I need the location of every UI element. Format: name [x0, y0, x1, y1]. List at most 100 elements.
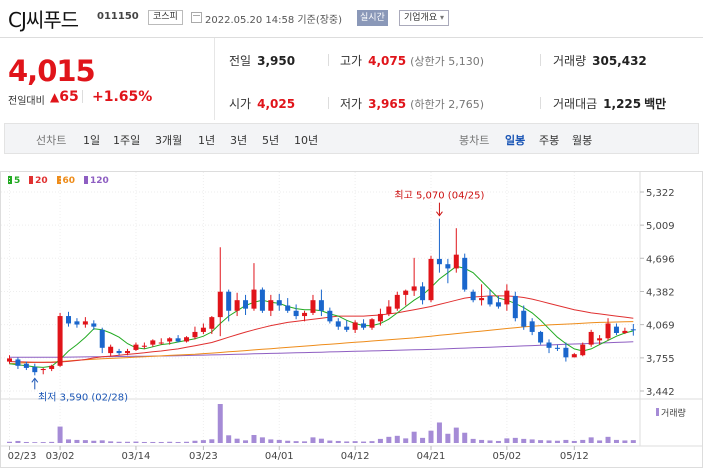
candle-body	[605, 323, 611, 339]
upper-limit: (상한가 5,130)	[410, 55, 484, 68]
candle-body	[479, 298, 485, 301]
candle-body	[377, 313, 383, 322]
company-info-dropdown[interactable]: 기업개요 ▾	[399, 10, 450, 26]
ma20-line	[9, 295, 634, 363]
realtime-button[interactable]: 실시간	[357, 10, 388, 26]
period-3m[interactable]: 3개월	[155, 134, 183, 147]
low-value: 3,965	[368, 97, 407, 111]
volume-bar	[453, 427, 459, 443]
legend-ma60-label: 60	[62, 176, 76, 186]
volume-bar	[622, 440, 628, 443]
legend-ma20-swatch	[29, 176, 34, 184]
current-price: 4,015	[8, 54, 96, 88]
period-1w[interactable]: 1주일	[113, 134, 141, 147]
change-amount: 65	[59, 89, 79, 105]
stock-name[interactable]: CJ씨푸드	[8, 8, 79, 32]
y-tick-label: 4,069	[646, 321, 675, 332]
legend-ma20: 20	[29, 176, 48, 186]
candle-body	[630, 329, 636, 331]
ma120-line	[9, 341, 634, 358]
candle-chart-title: 봉차트	[459, 134, 490, 147]
volume-bar	[217, 404, 223, 443]
volume-bar	[23, 441, 29, 443]
candle-body	[285, 305, 291, 311]
candle-body	[251, 289, 257, 309]
volume-bar	[529, 439, 535, 443]
volume-bar	[563, 439, 569, 443]
candle-body	[310, 300, 316, 313]
candle-weekly[interactable]: 주봉	[539, 134, 560, 147]
line-chart-title: 선차트	[36, 134, 67, 147]
volume-bar	[200, 440, 206, 443]
candle-body	[226, 291, 232, 311]
candle-body	[538, 331, 544, 343]
candle-body	[268, 300, 274, 311]
volume-bar	[91, 440, 97, 443]
candle-body	[49, 365, 55, 369]
candle-body	[453, 254, 459, 269]
volume-bar	[150, 441, 156, 443]
day-low: 저가 3,965 (하한가 2,765)	[340, 95, 484, 112]
candle-body	[495, 302, 501, 307]
company-info-label: 기업개요	[404, 13, 438, 23]
candle-body	[133, 344, 139, 350]
candle-body	[116, 350, 122, 354]
period-10y[interactable]: 10년	[294, 134, 319, 147]
candle-daily[interactable]: 일봉	[505, 134, 526, 147]
legend-ma20-label: 20	[35, 176, 48, 186]
day-high: 고가 4,075 (상한가 5,130)	[340, 52, 484, 69]
legend-ma120-swatch	[83, 176, 88, 184]
candle-body	[504, 290, 510, 305]
candle-body	[335, 321, 341, 327]
volume-bar	[82, 440, 88, 443]
x-tick-label: 05/02	[492, 451, 521, 462]
y-tick-label: 3,442	[646, 387, 675, 398]
volume-bar	[605, 436, 611, 443]
volume-bar	[74, 439, 80, 443]
legend-ma60-swatch	[56, 176, 61, 184]
volume-bar	[538, 440, 544, 443]
period-1d[interactable]: 1일	[83, 134, 101, 147]
volume-bar	[167, 441, 173, 443]
x-tick-label: 03/02	[46, 451, 75, 462]
prev-label: 전일	[229, 54, 252, 68]
candle-body	[108, 346, 114, 354]
period-5y[interactable]: 5년	[262, 134, 280, 147]
low-annotation: 최저 3,590 (02/28)	[38, 391, 128, 403]
candle-body	[369, 319, 375, 328]
candle-body	[276, 300, 282, 306]
candle-body	[141, 345, 147, 347]
price-chart[interactable]: 02/23 03/02 03/14 03/23 04/01 04/12 04/21 05/02…	[0, 171, 703, 469]
candle-body	[597, 338, 603, 341]
candle-body	[445, 264, 451, 269]
period-3y[interactable]: 3년	[230, 134, 248, 147]
volume-bar	[7, 441, 12, 443]
trade-amount: 거래대금 1,225 백만	[553, 95, 666, 112]
candle-body	[487, 295, 493, 305]
volume-label: 거래량	[553, 54, 587, 68]
legend-ma120-label: 120	[89, 176, 109, 186]
volume-bar	[184, 441, 190, 443]
candle-body	[394, 294, 400, 309]
volume-bar	[436, 422, 442, 443]
volume-bar	[403, 438, 409, 443]
candle-body	[554, 347, 560, 349]
high-label: 고가	[340, 54, 363, 68]
volume-bar	[327, 440, 333, 443]
divider	[328, 97, 329, 109]
candle-body	[66, 316, 72, 324]
candle-body	[546, 342, 552, 348]
candle-body	[403, 290, 409, 295]
volume-bar	[175, 441, 181, 443]
x-tick-label: 04/01	[265, 451, 294, 462]
volume-bar	[99, 440, 105, 443]
candle-body	[588, 331, 594, 345]
period-1y[interactable]: 1년	[198, 134, 216, 147]
candle-body	[175, 338, 181, 342]
volume-bar	[57, 426, 63, 443]
candle-monthly[interactable]: 월봉	[572, 134, 593, 147]
candle-body	[571, 354, 577, 358]
x-tick-label: 04/12	[341, 451, 370, 462]
candle-body	[192, 331, 198, 338]
candle-body	[293, 310, 299, 317]
